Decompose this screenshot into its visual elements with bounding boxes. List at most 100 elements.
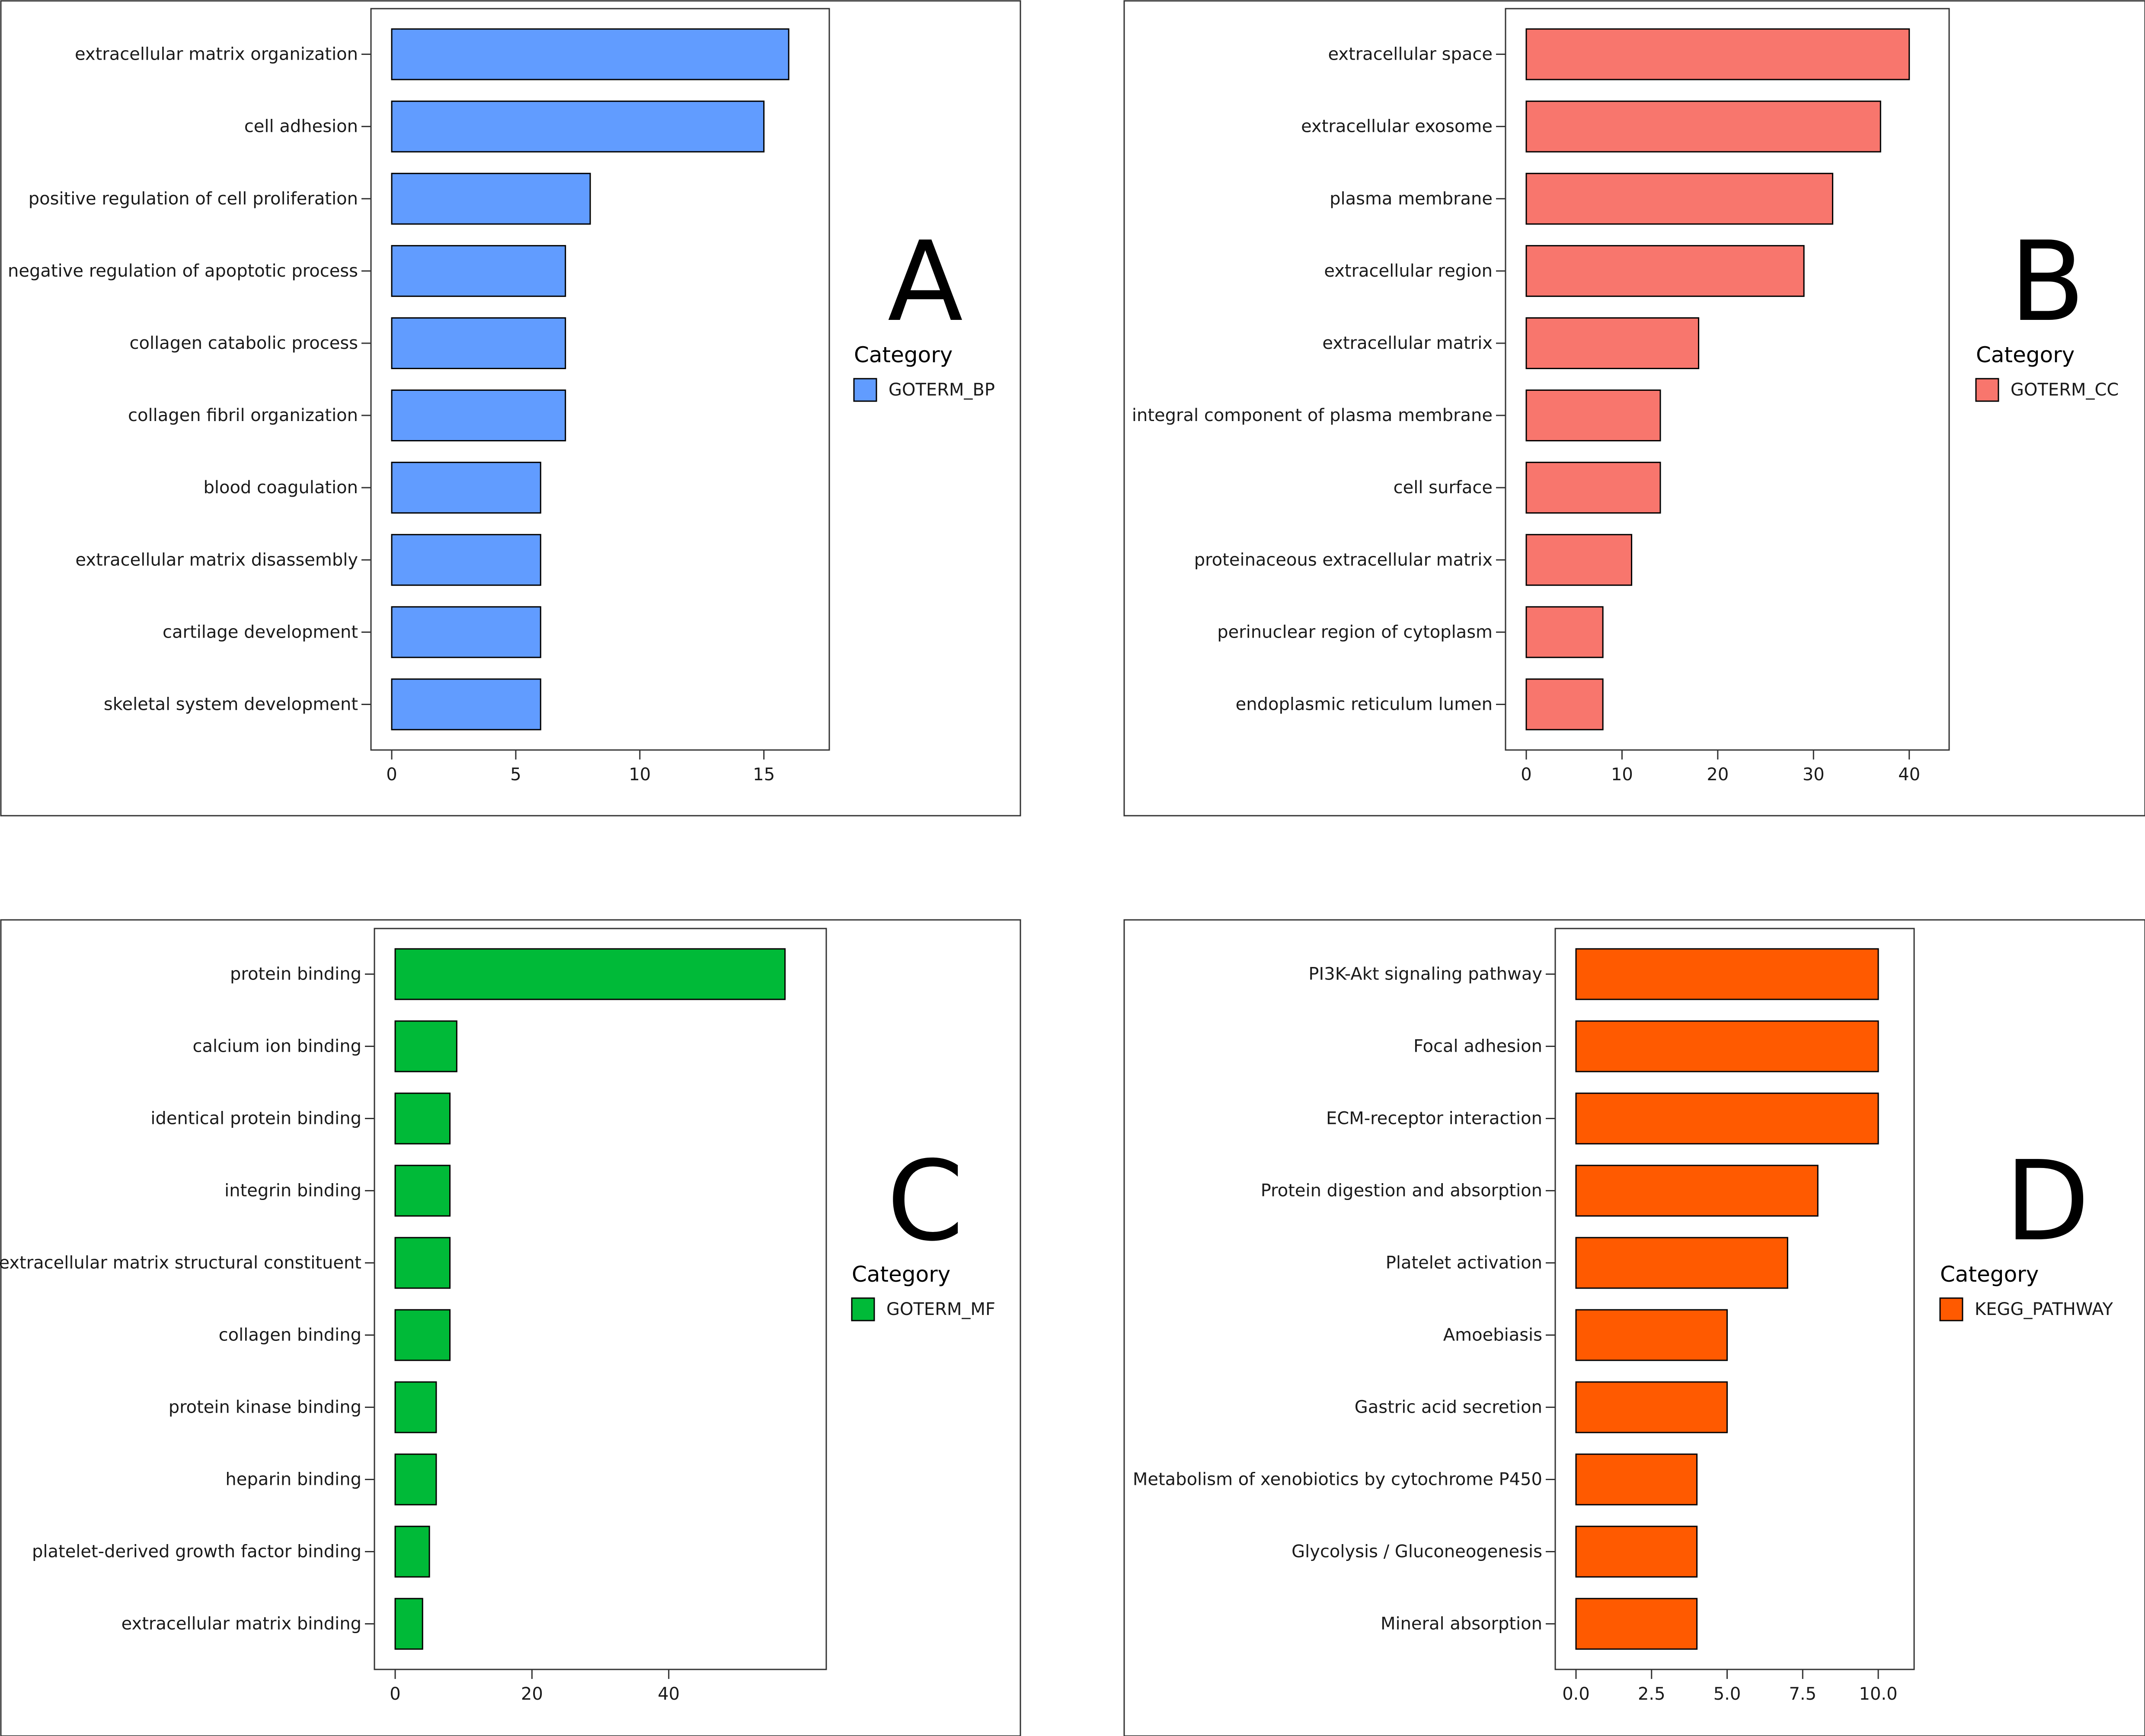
x-tick-label: 0	[390, 1684, 400, 1704]
panel-border	[1123, 919, 2145, 1736]
panel-border	[1123, 0, 2145, 817]
y-tick-label: skeletal system development	[104, 694, 358, 714]
y-tick-label: positive regulation of cell proliferatio…	[29, 189, 358, 209]
bar	[391, 28, 790, 80]
y-tick-label: extracellular region	[1324, 261, 1493, 281]
legend-swatch	[851, 1297, 875, 1321]
x-tick-label: 10	[629, 765, 651, 785]
y-tick-label: blood coagulation	[203, 478, 358, 498]
bar	[1525, 28, 1910, 80]
bar	[1575, 1237, 1788, 1289]
bar	[1525, 172, 1834, 225]
y-tick-label: Glycolysis / Gluconeogenesis	[1291, 1542, 1542, 1562]
bar	[1575, 948, 1879, 1000]
y-tick-label: collagen binding	[219, 1325, 361, 1345]
y-tick-label: integral component of plasma membrane	[1132, 405, 1493, 425]
bar	[391, 245, 566, 297]
x-tick-label: 0	[1521, 765, 1531, 785]
bar	[1575, 1453, 1698, 1506]
bar	[1575, 1381, 1728, 1433]
x-tick-label: 7.5	[1789, 1684, 1816, 1704]
bar	[394, 1381, 437, 1433]
legend-swatch	[1939, 1297, 1963, 1321]
bar	[391, 606, 541, 658]
bar	[391, 534, 541, 586]
bar	[394, 1092, 451, 1145]
panel-c: protein binding calcium ion binding identi…	[0, 919, 1021, 1736]
bar	[1525, 100, 1881, 153]
y-tick-label: Mineral absorption	[1381, 1614, 1542, 1634]
x-tick-label: 5	[510, 765, 521, 785]
y-tick-label: PI3K-Akt signaling pathway	[1308, 964, 1542, 984]
y-tick-label: Focal adhesion	[1413, 1037, 1542, 1056]
legend-title: Category	[854, 342, 953, 367]
y-tick-label: collagen catabolic process	[130, 333, 358, 353]
x-tick-label: 0.0	[1562, 1684, 1590, 1704]
bar	[1525, 245, 1805, 297]
y-tick-label: extracellular matrix disassembly	[75, 550, 358, 570]
y-tick-label: protein binding	[230, 964, 361, 984]
y-tick-label: protein kinase binding	[169, 1398, 361, 1417]
panel-b: extracellular space extracellular exosome…	[1123, 0, 2145, 817]
bar	[394, 1453, 437, 1506]
y-tick-label: Platelet activation	[1386, 1253, 1542, 1273]
bar	[391, 462, 541, 514]
y-tick-label: Amoebiasis	[1443, 1325, 1542, 1345]
y-tick-label: extracellular matrix structural constitu…	[0, 1253, 361, 1273]
bar	[1575, 1020, 1879, 1072]
x-tick-label: 20	[521, 1684, 543, 1704]
y-tick-label: Gastric acid secretion	[1355, 1398, 1542, 1417]
bar	[391, 678, 541, 731]
y-tick-label: ECM-receptor interaction	[1326, 1109, 1542, 1129]
y-tick-label: identical protein binding	[150, 1109, 361, 1129]
bar	[1575, 1309, 1728, 1361]
y-tick-label: platelet-derived growth factor binding	[32, 1542, 361, 1562]
bar	[1525, 606, 1604, 658]
x-tick-label: 5.0	[1713, 1684, 1741, 1704]
bar	[1525, 678, 1604, 731]
bar	[1525, 317, 1700, 369]
legend-entry: GOTERM_MF	[886, 1299, 995, 1319]
legend-title: Category	[852, 1262, 950, 1287]
bar	[391, 172, 591, 225]
panel-border	[0, 0, 1021, 817]
bar	[394, 948, 786, 1000]
y-tick-label: negative regulation of apoptotic process	[8, 261, 358, 281]
y-tick-label: extracellular matrix binding	[121, 1614, 361, 1634]
y-tick-label: endoplasmic reticulum lumen	[1236, 694, 1493, 714]
y-tick-label: extracellular matrix organization	[75, 45, 358, 64]
bar	[1575, 1092, 1879, 1145]
legend-entry: GOTERM_CC	[2011, 380, 2119, 400]
x-tick-label: 15	[753, 765, 775, 785]
x-tick-label: 40	[1898, 765, 1920, 785]
panel-border	[0, 919, 1021, 1736]
y-tick-label: collagen fibril organization	[128, 405, 358, 425]
bar	[391, 100, 765, 153]
bar	[1525, 389, 1661, 442]
y-tick-label: heparin binding	[225, 1470, 361, 1490]
y-tick-label: cartilage development	[163, 622, 358, 642]
x-tick-label: 30	[1803, 765, 1825, 785]
bar	[394, 1598, 423, 1650]
y-tick-label: extracellular exosome	[1301, 117, 1493, 137]
y-tick-label: perinuclear region of cytoplasm	[1217, 622, 1493, 642]
x-tick-label: 2.5	[1638, 1684, 1665, 1704]
panel-d: PI3K-Akt signaling pathway Focal adhesion…	[1123, 919, 2145, 1736]
y-tick-label: proteinaceous extracellular matrix	[1194, 550, 1493, 570]
legend-title: Category	[1940, 1262, 2039, 1287]
bar	[394, 1525, 430, 1578]
y-tick-label: integrin binding	[224, 1181, 361, 1201]
y-tick-label: Protein digestion and absorption	[1261, 1181, 1542, 1201]
panel-label: C	[887, 1137, 964, 1266]
bar	[394, 1237, 451, 1289]
bar	[394, 1309, 451, 1361]
panel-a: extracellular matrix organization cell ad…	[0, 0, 1021, 817]
y-tick-label: extracellular space	[1328, 45, 1493, 64]
bar	[394, 1165, 451, 1217]
x-tick-label: 20	[1707, 765, 1729, 785]
y-tick-label: cell adhesion	[244, 117, 358, 137]
legend-swatch	[1975, 378, 1999, 402]
legend-entry: KEGG_PATHWAY	[1975, 1299, 2113, 1319]
bar	[391, 389, 566, 442]
bar	[1575, 1598, 1698, 1650]
